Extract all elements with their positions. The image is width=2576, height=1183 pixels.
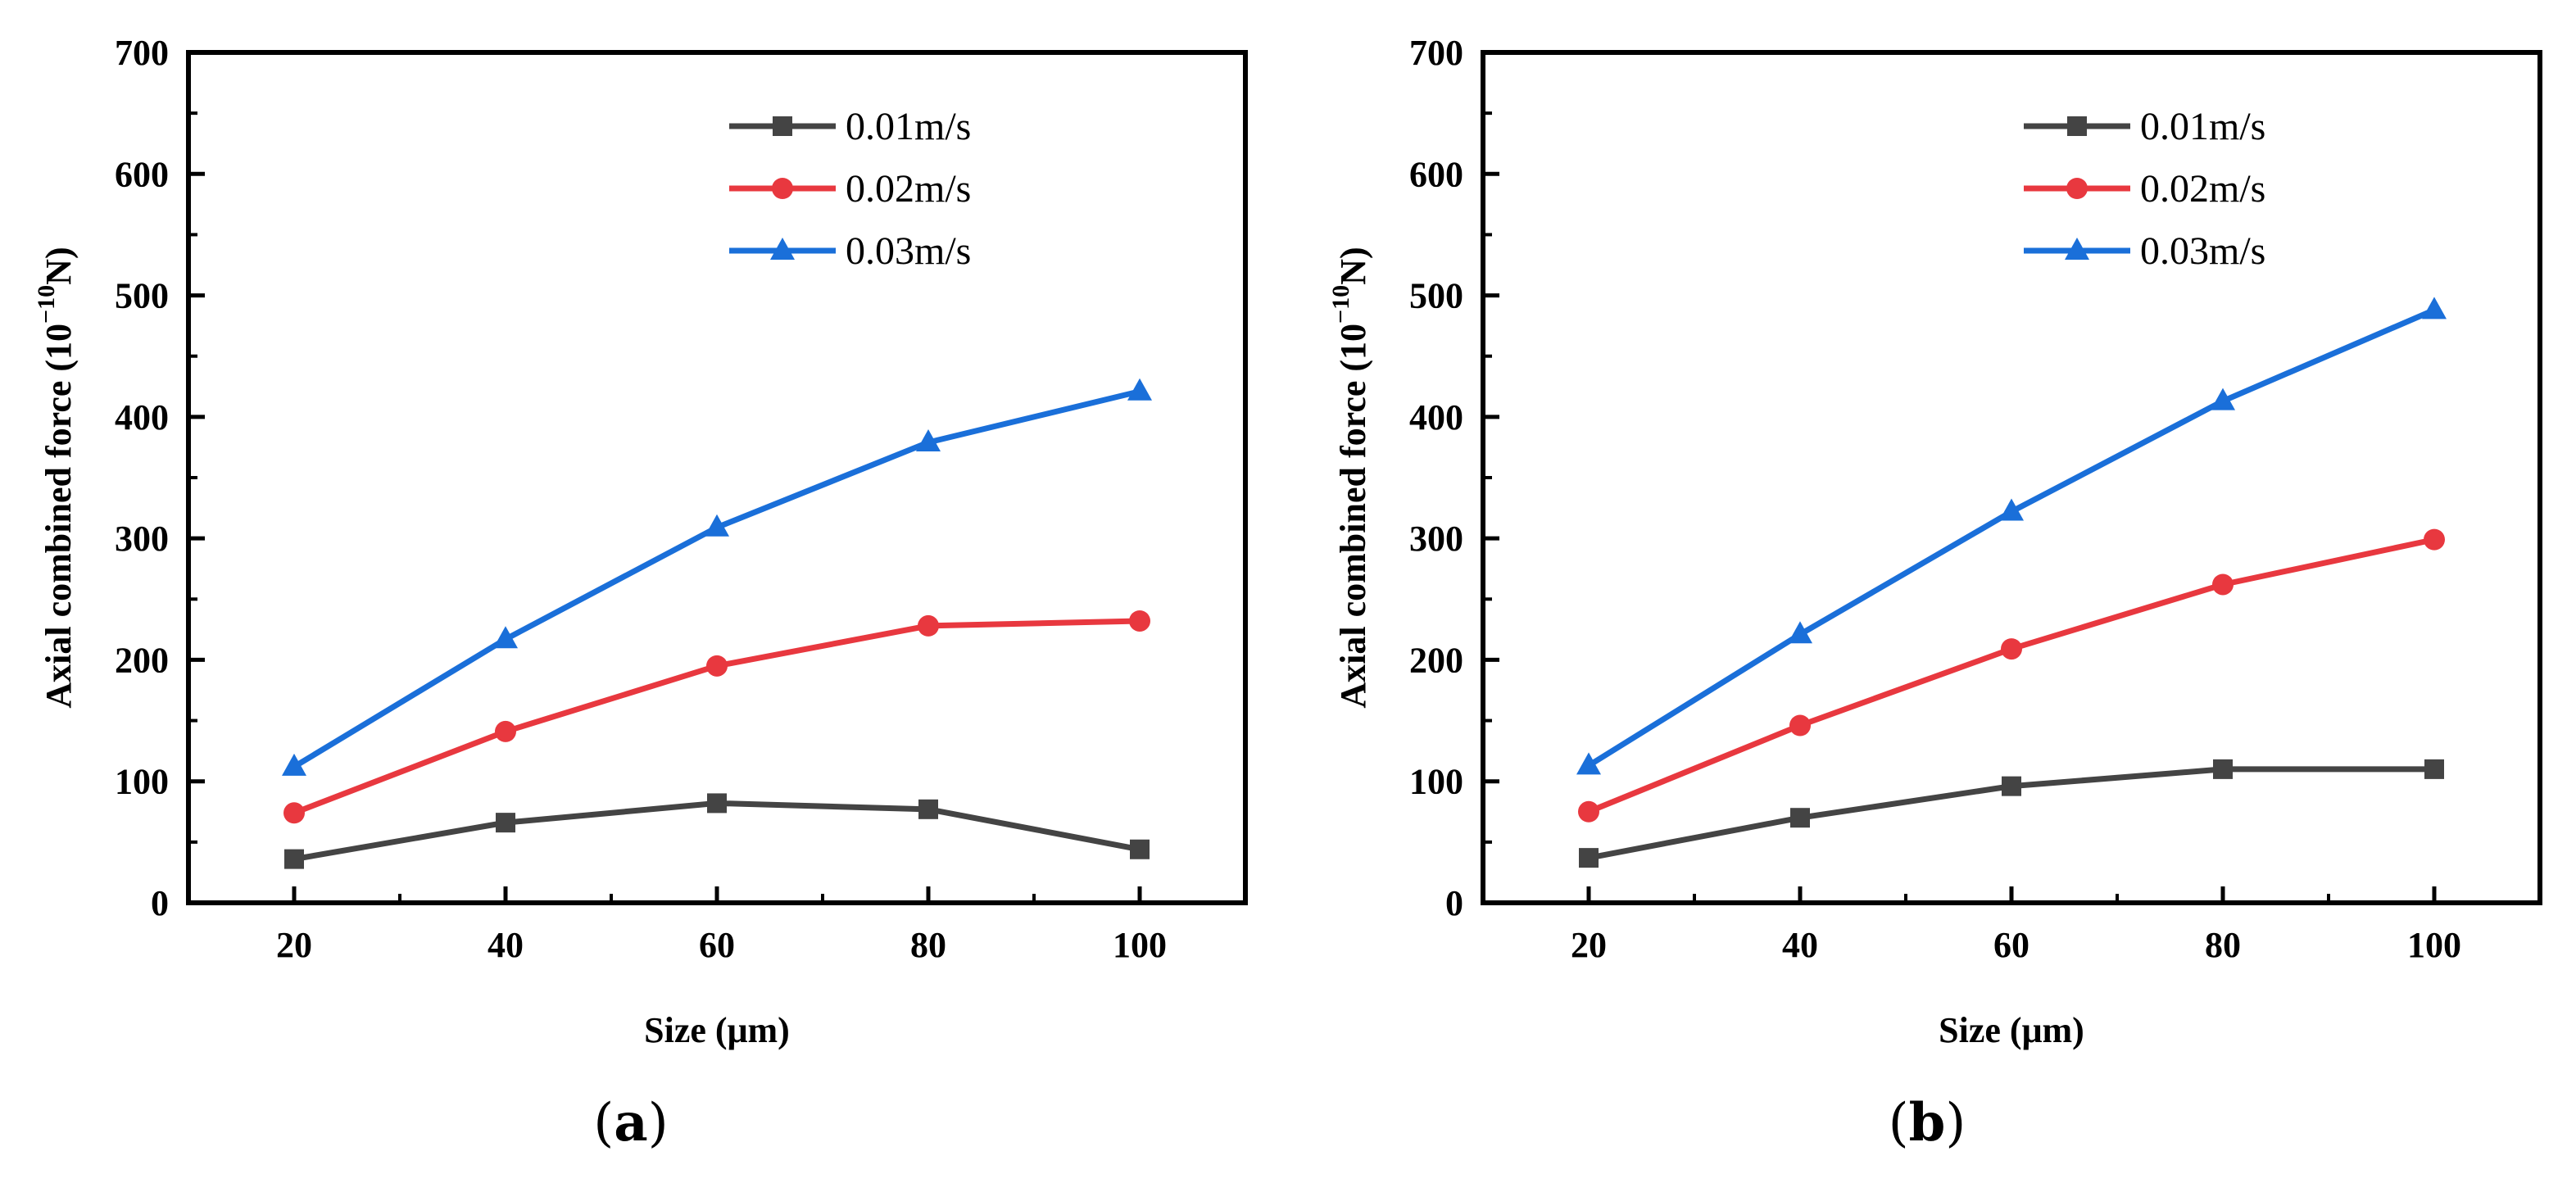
data-point-0.02m/s	[2424, 528, 2445, 551]
x-axis-title: Size (μm)	[644, 1010, 790, 1050]
x-axis-title: Size (μm)	[1939, 1010, 2084, 1050]
data-point-0.03m/s	[1576, 752, 1601, 775]
plot-frame	[1481, 50, 2542, 905]
x-tick-label: 40	[488, 925, 524, 965]
y-axis-title-unit: (10	[39, 324, 79, 372]
x-tick-label: 80	[2205, 925, 2241, 965]
y-tick-label: 500	[115, 276, 169, 316]
data-point-0.02m/s	[1578, 800, 1599, 823]
y-tick-label: 500	[1409, 276, 1463, 316]
legend-marker-0.02m/s	[2066, 178, 2088, 199]
data-point-0.01m/s	[918, 799, 938, 819]
y-tick-label: 0	[151, 883, 169, 923]
data-point-0.03m/s	[2422, 297, 2447, 320]
data-point-0.03m/s	[493, 626, 518, 649]
x-tick-label: 20	[1571, 925, 1607, 965]
panel-label-close: )	[648, 1093, 669, 1154]
data-point-0.01m/s	[284, 849, 304, 869]
data-point-0.01m/s	[2424, 759, 2444, 779]
y-tick-label: 600	[1409, 154, 1463, 194]
legend-marker-0.01m/s	[773, 116, 792, 136]
panel-label: (b)	[1889, 1092, 1966, 1154]
y-axis-title-main: Axial combined force	[1333, 372, 1373, 709]
data-point-0.03m/s	[1788, 621, 1812, 644]
x-tick-label: 20	[276, 925, 312, 965]
data-point-0.01m/s	[1130, 839, 1150, 859]
legend-label: 0.01m/s	[846, 105, 971, 148]
panel-label-letter: b	[1909, 1092, 1946, 1154]
chart-panel-b: 0 100 200 300 400 500 600 700 20 40 60 80 100 Size (μ…	[1327, 33, 2542, 1154]
chart-panel-a: 0 100 200 300 400 500 600 700 20 40 60 80 100 Size (μ…	[33, 33, 1248, 1154]
data-point-0.01m/s	[496, 813, 515, 833]
x-tick-label: 80	[910, 925, 946, 965]
y-axis-title-unit-tail: N)	[39, 247, 79, 284]
data-point-0.01m/s	[2002, 776, 2021, 796]
y-tick-label: 400	[115, 397, 169, 437]
x-tick-label: 100	[2407, 925, 2461, 965]
data-point-0.02m/s	[2001, 638, 2022, 660]
y-axis-title-main: Axial combined force	[39, 372, 79, 709]
y-tick-label: 700	[1409, 33, 1463, 73]
data-point-0.02m/s	[1129, 610, 1150, 632]
legend-label: 0.03m/s	[2140, 229, 2265, 273]
plot-frame	[186, 50, 1248, 905]
y-tick-label: 300	[115, 519, 169, 559]
y-tick-label: 0	[1445, 883, 1463, 923]
y-tick-label: 100	[1409, 762, 1463, 802]
panel-label-open: (	[593, 1093, 614, 1154]
panel-label-close: )	[1945, 1093, 1966, 1154]
y-tick-label: 200	[1409, 640, 1463, 680]
data-point-0.02m/s	[2212, 573, 2234, 596]
legend-marker-0.03m/s	[770, 238, 795, 260]
data-point-0.02m/s	[918, 614, 939, 637]
data-point-0.03m/s	[1127, 378, 1152, 401]
y-axis-title: Axial combined force (10−10N)	[1327, 247, 1373, 708]
legend-label: 0.02m/s	[846, 167, 971, 211]
x-tick-label: 40	[1782, 925, 1818, 965]
data-point-0.03m/s	[1999, 498, 2024, 521]
data-point-0.01m/s	[1579, 848, 1599, 868]
panel-label-letter: a	[614, 1092, 647, 1154]
y-tick-label: 600	[115, 154, 169, 194]
x-tick-label: 60	[699, 925, 735, 965]
data-point-0.03m/s	[282, 753, 306, 776]
y-tick-label: 400	[1409, 397, 1463, 437]
legend-marker-0.01m/s	[2067, 116, 2087, 136]
data-point-0.02m/s	[283, 802, 305, 824]
x-tick-label: 60	[1993, 925, 2030, 965]
legend-label: 0.02m/s	[2140, 167, 2265, 211]
y-tick-label: 300	[1409, 519, 1463, 559]
y-tick-label: 700	[115, 33, 169, 73]
y-axis-title-unit-tail: N)	[1333, 247, 1373, 284]
data-point-0.02m/s	[706, 655, 728, 677]
y-axis-title: Axial combined force (10−10N)	[33, 247, 79, 708]
data-point-0.01m/s	[1790, 808, 1810, 828]
y-tick-label: 100	[115, 762, 169, 802]
x-tick-label: 100	[1113, 925, 1167, 965]
data-point-0.03m/s	[916, 428, 941, 451]
series-line-0.03m/s	[293, 388, 1141, 769]
data-point-0.03m/s	[705, 514, 729, 537]
y-axis-title-exponent: −10	[33, 285, 60, 324]
data-point-0.01m/s	[707, 793, 727, 814]
data-point-0.02m/s	[495, 720, 516, 742]
panel-label: (a)	[593, 1092, 668, 1154]
series-line-0.02m/s	[293, 618, 1141, 816]
y-axis-title-exponent: −10	[1327, 285, 1354, 324]
panel-label-open: (	[1889, 1093, 1909, 1154]
data-point-0.02m/s	[1789, 714, 1811, 737]
y-tick-label: 200	[115, 640, 169, 680]
legend-label: 0.03m/s	[846, 229, 971, 273]
data-point-0.01m/s	[2213, 759, 2233, 779]
series-line-0.03m/s	[1587, 307, 2436, 768]
legend-marker-0.03m/s	[2065, 238, 2089, 260]
legend-marker-0.02m/s	[772, 178, 793, 199]
data-point-0.03m/s	[2211, 388, 2235, 410]
y-axis-title-unit: (10	[1333, 324, 1373, 372]
legend-label: 0.01m/s	[2140, 105, 2265, 148]
